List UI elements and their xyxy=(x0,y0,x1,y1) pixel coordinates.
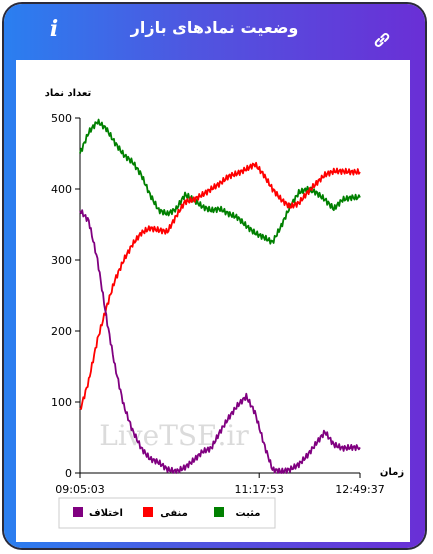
difference-series-line xyxy=(79,209,361,474)
y-tick-label: 200 xyxy=(51,325,72,338)
chart-svg: تعداد نماد زمان LiveTSE.ir 0 100 200 300 400… xyxy=(45,88,404,529)
chart-panel: تعداد نماد زمان LiveTSE.ir 0 100 200 300 400… xyxy=(16,60,410,542)
y-axis-label: تعداد نماد xyxy=(45,88,92,99)
widget-title: وضعیت نمادهای بازار xyxy=(130,18,299,37)
y-tick-label: 400 xyxy=(51,183,72,196)
x-tick-label: 12:49:37 xyxy=(335,483,384,496)
info-icon[interactable]: i xyxy=(49,16,59,42)
y-tick-label: 100 xyxy=(51,396,72,409)
y-tick-label: 300 xyxy=(51,254,72,267)
x-tick-label: 09:05:03 xyxy=(55,483,104,496)
y-tick-label: 500 xyxy=(51,112,72,125)
legend-swatch-difference xyxy=(73,507,83,517)
legend-item-difference[interactable]: اختلاف xyxy=(73,507,123,519)
y-tick-label: 0 xyxy=(65,467,72,480)
widget-header: i وضعیت نمادهای بازار xyxy=(4,4,425,56)
legend: مثبت منفی اختلاف xyxy=(58,497,276,529)
plot-area: 0 100 200 300 400 500 09:05:03 11:17:53 12:49:37 xyxy=(51,112,385,496)
legend-swatch-positive xyxy=(214,507,224,517)
legend-item-positive[interactable]: مثبت xyxy=(214,507,260,519)
legend-label-negative: منفی xyxy=(160,508,188,519)
link-icon[interactable] xyxy=(372,30,392,50)
x-tick-label: 11:17:53 xyxy=(234,483,283,496)
widget-frame: i وضعیت نمادهای بازار تعداد نماد زمان Li… xyxy=(4,4,425,548)
legend-label-difference: اختلاف xyxy=(89,508,123,519)
legend-label-positive: مثبت xyxy=(236,508,261,519)
x-axis-label: زمان xyxy=(380,467,404,478)
legend-swatch-negative xyxy=(143,507,153,517)
legend-item-negative[interactable]: منفی xyxy=(143,507,188,519)
positive-series-line xyxy=(79,118,361,245)
watermark: LiveTSE.ir xyxy=(99,419,249,452)
negative-series-line xyxy=(79,161,361,410)
